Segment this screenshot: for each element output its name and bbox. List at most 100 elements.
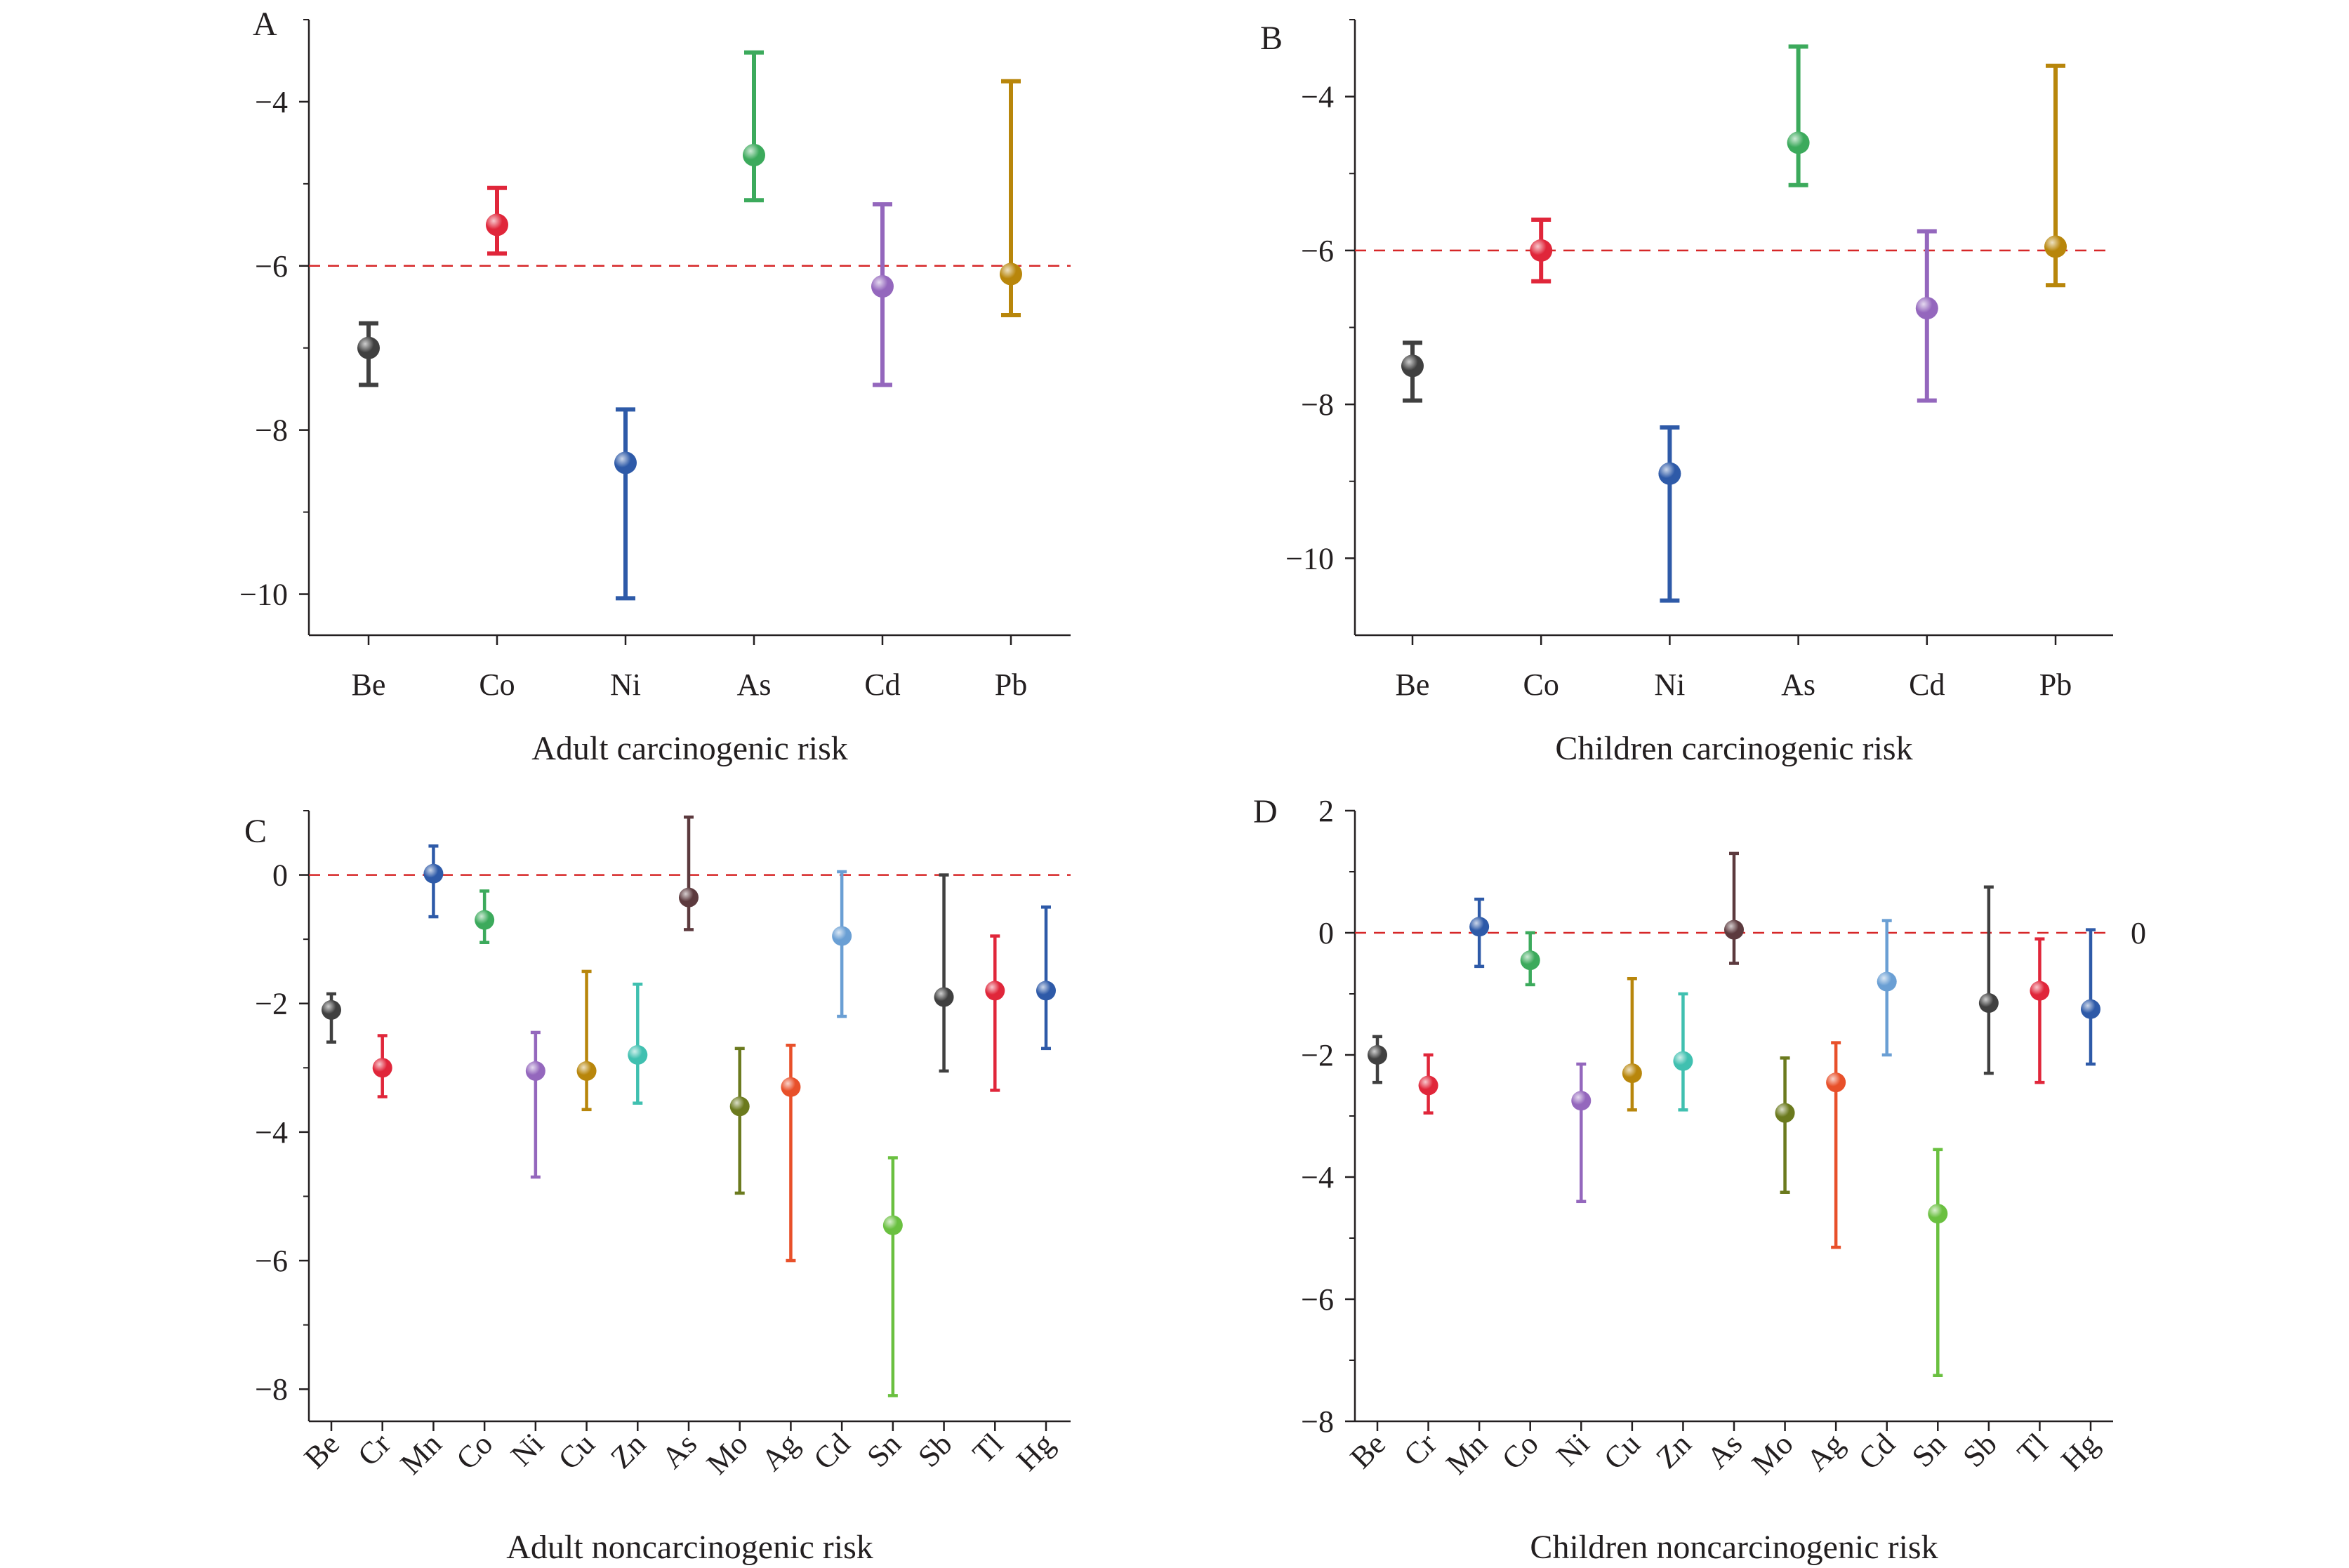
x-tick-label: Sb — [1956, 1426, 2004, 1474]
panel-b: −10 −8 −6 −4 Be Co Ni As Cd Pb B Children carcinoge… — [1260, 19, 2113, 767]
x-tick-label: Ag — [755, 1426, 806, 1477]
x-tick-label: Cd — [864, 667, 900, 702]
mean-point — [1877, 971, 1897, 992]
y-tick-label: −8 — [1301, 387, 1334, 422]
x-tick-label: Cu — [1597, 1426, 1647, 1476]
mean-point — [1724, 919, 1744, 940]
mean-point — [372, 1058, 392, 1078]
x-tick-label: Be — [1396, 667, 1430, 702]
x-tick-label: Co — [1523, 667, 1559, 702]
y-tick-label: 2 — [1318, 794, 1334, 828]
x-tick-label: Co — [1495, 1426, 1545, 1476]
y-tick-label: 0 — [272, 858, 288, 893]
mean-point — [1928, 1204, 1948, 1224]
mean-point — [1915, 297, 1938, 320]
mean-point — [1673, 1051, 1693, 1071]
mean-point — [1418, 1075, 1438, 1096]
panel-letter: A — [253, 6, 277, 43]
x-tick-label: Cd — [807, 1426, 856, 1476]
x-tick-label: Cd — [1852, 1426, 1902, 1476]
x-tick-label: Ni — [1550, 1426, 1596, 1473]
mean-point — [679, 887, 699, 908]
panel-a: −10 −8 −6 −4 Be Co Ni As Cd Pb A Adult carcinogenic… — [239, 6, 1071, 767]
x-tick-label: Cu — [552, 1426, 602, 1476]
y-tick-label: −6 — [255, 249, 288, 284]
y-tick-label: −6 — [255, 1244, 288, 1278]
mean-point — [832, 926, 852, 946]
panel-letter: D — [1253, 793, 1278, 830]
mean-point — [1036, 981, 1056, 1001]
x-tick-label: As — [1700, 1426, 1749, 1475]
mean-point — [743, 143, 765, 166]
x-tick-label: Mo — [700, 1426, 755, 1481]
mean-point — [1469, 917, 1490, 937]
mean-point — [882, 1215, 903, 1235]
x-tick-label: Zn — [1649, 1426, 1698, 1475]
x-tick-label: Mn — [394, 1426, 449, 1481]
y-tick-label: −10 — [1285, 541, 1334, 576]
mean-point — [357, 336, 380, 359]
y-tick-label: −4 — [1301, 80, 1334, 114]
panel-letter: C — [244, 813, 267, 850]
x-tick-label: Ni — [610, 667, 641, 702]
mean-point — [1622, 1063, 1642, 1084]
x-tick-label: Co — [449, 1426, 499, 1476]
y-tick-label: 0 — [1318, 916, 1334, 950]
x-tick-label: Tl — [2011, 1426, 2054, 1470]
y-tick-label: −6 — [1301, 234, 1334, 268]
mean-point — [322, 999, 341, 1020]
mean-point — [1978, 993, 1999, 1014]
x-tick-label: Cr — [351, 1426, 397, 1473]
x-tick-label: Be — [298, 1426, 346, 1475]
x-tick-label: Be — [1344, 1426, 1392, 1475]
x-axis-title: Children carcinogenic risk — [1555, 730, 1912, 767]
mean-point — [628, 1045, 648, 1065]
x-tick-label: Ag — [1800, 1426, 1851, 1477]
x-axis-title: Adult noncarcinogenic risk — [506, 1529, 873, 1566]
mean-point — [475, 910, 495, 930]
x-axis-title: Adult carcinogenic risk — [531, 730, 848, 767]
x-tick-label: Co — [479, 667, 515, 702]
y-tick-label: −4 — [255, 85, 288, 119]
mean-point — [781, 1077, 801, 1097]
x-tick-label: Ni — [504, 1426, 550, 1473]
x-tick-label: As — [1781, 667, 1815, 702]
mean-point — [525, 1061, 545, 1081]
mean-point — [486, 213, 508, 237]
mean-point — [1401, 354, 1424, 378]
mean-point — [614, 451, 637, 474]
x-tick-label: Pb — [995, 667, 1027, 702]
x-tick-label: Mn — [1439, 1426, 1494, 1481]
mean-point — [2030, 981, 2050, 1001]
x-tick-label: Ni — [1654, 667, 1685, 702]
mean-point — [1368, 1045, 1387, 1065]
mean-point — [1775, 1103, 1795, 1123]
x-tick-label: Hg — [2054, 1426, 2105, 1477]
x-axis-title: Children noncarcinogenic risk — [1530, 1529, 1938, 1566]
x-tick-label: Cr — [1397, 1426, 1443, 1473]
x-tick-label: Tl — [966, 1426, 1010, 1470]
x-tick-label: Sn — [1905, 1426, 1953, 1474]
mean-point — [729, 1096, 750, 1117]
mean-point — [1571, 1091, 1592, 1111]
y-tick-label: −4 — [1301, 1160, 1334, 1195]
y-tick-label: −2 — [255, 987, 288, 1021]
reference-line-label: 0 — [2131, 916, 2146, 950]
mean-point — [985, 981, 1005, 1001]
mean-point — [1000, 263, 1022, 286]
x-tick-label: Be — [352, 667, 386, 702]
mean-point — [1826, 1072, 1846, 1093]
x-tick-label: Hg — [1010, 1426, 1061, 1477]
x-tick-label: As — [737, 667, 772, 702]
x-tick-label: Sn — [860, 1426, 908, 1474]
x-tick-label: Zn — [604, 1426, 652, 1475]
mean-point — [1520, 950, 1540, 971]
mean-point — [1787, 131, 1810, 154]
panel-letter: B — [1260, 20, 1283, 57]
y-tick-label: −6 — [1301, 1282, 1334, 1317]
mean-point — [2081, 999, 2100, 1019]
mean-point — [423, 863, 444, 884]
